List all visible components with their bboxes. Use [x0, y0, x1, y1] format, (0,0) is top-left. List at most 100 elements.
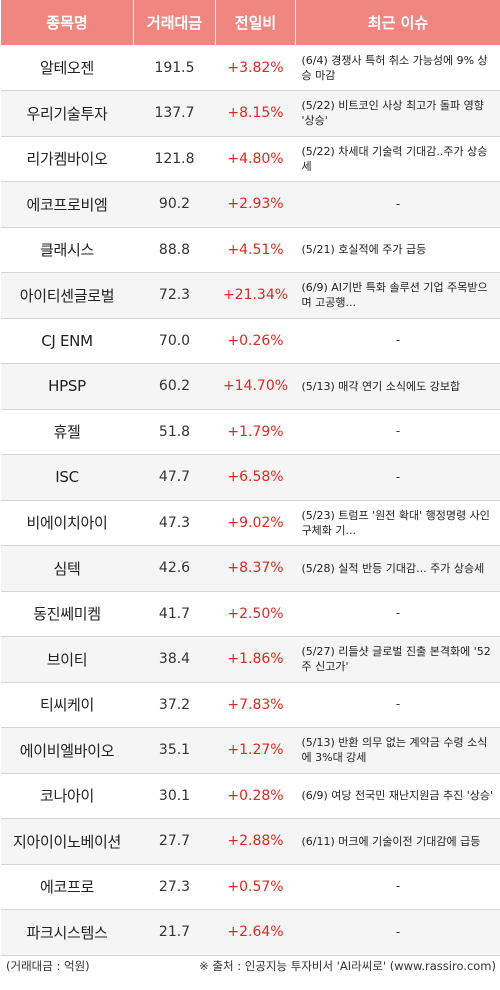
trade-amount: 27.3 — [158, 878, 191, 895]
trade-amount-cell: 47.7 — [133, 454, 216, 501]
price-change: +2.93% — [227, 196, 284, 213]
header-amount: 거래대금 — [133, 0, 216, 45]
trade-amount: 47.3 — [158, 514, 191, 531]
table-row: 클래시스 88.8 +4.51% (5/21) 호실적에 주가 급등 — [0, 227, 500, 273]
trade-amount-cell: 51.8 — [133, 409, 216, 455]
stock-name: 지아이이노베이션 — [12, 832, 121, 851]
price-change-cell: +7.83% — [215, 682, 296, 728]
trade-amount-cell: 30.1 — [133, 773, 216, 819]
table-row: 브이티 38.4 +1.86% (5/27) 리들샷 글로벌 진출 본격화에 '52주… — [0, 636, 500, 683]
table-row: 동진쎄미켐 41.7 +2.50% - — [0, 591, 500, 637]
table-row: ISC 47.7 +6.58% - — [0, 454, 500, 501]
price-change-cell: +8.15% — [215, 90, 296, 137]
trade-amount: 42.6 — [158, 560, 191, 577]
recent-issue-cell: (5/21) 호실적에 주가 급등 — [295, 227, 500, 273]
stock-name: CJ ENM — [41, 331, 93, 350]
trade-amount-cell: 27.7 — [133, 818, 216, 865]
price-change: +1.86% — [227, 651, 284, 668]
stock-name: 비에이치아이 — [26, 514, 108, 533]
price-change-cell: +2.88% — [215, 818, 296, 865]
stock-name: 파크시스템스 — [26, 923, 108, 942]
recent-issue-cell: (6/11) 머크에 기술이전 기대감에 급등 — [295, 818, 500, 865]
recent-issue: (6/4) 경쟁사 특허 취소 가능성에 9% 상승 마감 — [301, 53, 488, 82]
trade-amount: 21.7 — [158, 924, 191, 941]
table-row: 에코프로 27.3 +0.57% - — [0, 864, 500, 910]
recent-issue-cell: - — [295, 864, 500, 910]
source-note: ※ 출처 : 인공지능 투자비서 'AI라씨로' (www.rassiro.co… — [199, 959, 496, 973]
trade-amount-cell: 41.7 — [133, 591, 216, 637]
price-change-cell: +1.27% — [215, 727, 296, 774]
table-footer: (거래대금 : 억원) ※ 출처 : 인공지능 투자비서 'AI라씨로' (ww… — [0, 948, 500, 984]
stock-name: 알테오젠 — [39, 59, 94, 77]
price-change-cell: +2.93% — [215, 181, 296, 228]
header-issue: 최근 이슈 — [295, 0, 500, 45]
recent-issue-cell: - — [295, 181, 500, 228]
recent-issue-cell: - — [295, 591, 500, 637]
table-row: 휴젤 51.8 +1.79% - — [0, 409, 500, 455]
table-row: 심텍 42.6 +8.37% (5/28) 실적 반등 기대감... 주가 상승세 — [0, 545, 500, 592]
price-change: +8.15% — [227, 105, 284, 122]
price-change: +2.88% — [227, 833, 284, 850]
trade-amount-cell: 121.8 — [133, 136, 216, 182]
recent-issue: (5/22) 차세대 기술력 기대감..주가 상승세 — [301, 144, 488, 173]
trade-amount: 137.7 — [154, 105, 195, 122]
recent-issue: (5/23) 트럼프 '원전 확대' 행정명령 사인 구체화 기... — [301, 508, 490, 537]
table-row: 에이비엘바이오 35.1 +1.27% (5/13) 반환 의무 없는 계약금 수령 … — [0, 727, 500, 774]
recent-issue: (6/11) 머크에 기술이전 기대감에 급등 — [301, 834, 481, 848]
table-row: 비에이치아이 47.3 +9.02% (5/23) 트럼프 '원전 확대' 행정명령 … — [0, 500, 500, 546]
trade-amount: 60.2 — [158, 378, 191, 395]
stock-name: 에이비엘바이오 — [19, 741, 115, 760]
trade-amount-cell: 37.2 — [133, 682, 216, 728]
table-row: 코나아이 30.1 +0.28% (6/9) 여당 전국민 재난지원금 추진 '상승' — [0, 773, 500, 819]
stock-name-cell: 알테오젠 — [0, 45, 134, 91]
table-row: 티씨케이 37.2 +7.83% - — [0, 682, 500, 728]
recent-issue: - — [395, 424, 401, 439]
stock-name: 에코프로 — [39, 878, 94, 897]
stock-name: 에코프로비엠 — [26, 195, 108, 214]
recent-issue: - — [395, 469, 401, 484]
stock-name-cell: 아이티센글로벌 — [0, 272, 134, 319]
price-change: +2.64% — [227, 924, 284, 941]
recent-issue-cell: (5/23) 트럼프 '원전 확대' 행정명령 사인 구체화 기... — [295, 500, 500, 546]
price-change-cell: +3.82% — [215, 45, 296, 91]
recent-issue: - — [395, 606, 401, 621]
stock-name: 동진쎄미켐 — [33, 605, 101, 624]
trade-amount: 121.8 — [154, 150, 195, 167]
stock-name-cell: 에이비엘바이오 — [0, 727, 134, 774]
price-change: +9.02% — [227, 514, 284, 531]
recent-issue: (5/22) 비트코인 사상 최고가 돌파 영향 '상승' — [301, 99, 484, 128]
recent-issue-cell: (5/22) 비트코인 사상 최고가 돌파 영향 '상승' — [295, 90, 500, 137]
table-row: 지아이이노베이션 27.7 +2.88% (6/11) 머크에 기술이전 기대감에 급… — [0, 818, 500, 865]
stock-name-cell: HPSP — [0, 363, 134, 410]
trade-amount-cell: 72.3 — [133, 272, 216, 319]
recent-issue: (5/21) 호실적에 주가 급등 — [301, 243, 427, 257]
table-row: 아이티센글로벌 72.3 +21.34% (6/9) AI기반 특화 솔루션 기업 주… — [0, 272, 500, 319]
stock-name-cell: 브이티 — [0, 636, 134, 683]
recent-issue: (5/13) 반환 의무 없는 계약금 수령 소식에 3%대 강세 — [301, 736, 488, 765]
stock-name-cell: 심텍 — [0, 545, 134, 592]
price-change-cell: +21.34% — [215, 272, 296, 319]
trade-amount: 70.0 — [158, 332, 191, 349]
table-row: 파크시스템스 21.7 +2.64% - — [0, 909, 500, 956]
recent-issue-cell: (6/9) 여당 전국민 재난지원금 추진 '상승' — [295, 773, 500, 819]
recent-issue: - — [395, 697, 401, 712]
price-change: +1.27% — [227, 742, 284, 759]
price-change: +21.34% — [222, 287, 289, 304]
price-change: +4.80% — [227, 150, 284, 167]
trade-amount: 35.1 — [158, 742, 191, 759]
table-header: 종목명 거래대금 전일비 최근 이슈 — [0, 0, 500, 45]
trade-amount: 51.8 — [158, 423, 191, 440]
trade-amount-cell: 90.2 — [133, 181, 216, 228]
recent-issue: - — [395, 333, 401, 348]
recent-issue-cell: (5/13) 반환 의무 없는 계약금 수령 소식에 3%대 강세 — [295, 727, 500, 774]
recent-issue: - — [395, 196, 401, 211]
price-change-cell: +14.70% — [215, 363, 296, 410]
recent-issue-cell: - — [295, 682, 500, 728]
trade-amount: 38.4 — [158, 651, 191, 668]
recent-issue-cell: (5/13) 매각 연기 소식에도 강보합 — [295, 363, 500, 410]
stock-name: 코나아이 — [39, 787, 94, 806]
price-change: +0.57% — [227, 878, 284, 895]
stock-name-cell: 지아이이노베이션 — [0, 818, 134, 865]
table-row: 우리기술투자 137.7 +8.15% (5/22) 비트코인 사상 최고가 돌파 영… — [0, 90, 500, 137]
trade-amount: 47.7 — [158, 469, 191, 486]
